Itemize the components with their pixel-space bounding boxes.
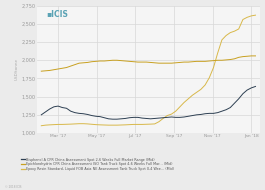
Text: ▪ICIS: ▪ICIS [46,10,68,18]
Y-axis label: USD/tonne: USD/tonne [15,58,19,80]
Text: © 2018 ICIS: © 2018 ICIS [5,185,22,189]
Legend: Bisphenol A CFR China Assessment Spot 2-6 Weeks Full Market Range (Mid), Epichlo: Bisphenol A CFR China Assessment Spot 2-… [21,158,174,171]
